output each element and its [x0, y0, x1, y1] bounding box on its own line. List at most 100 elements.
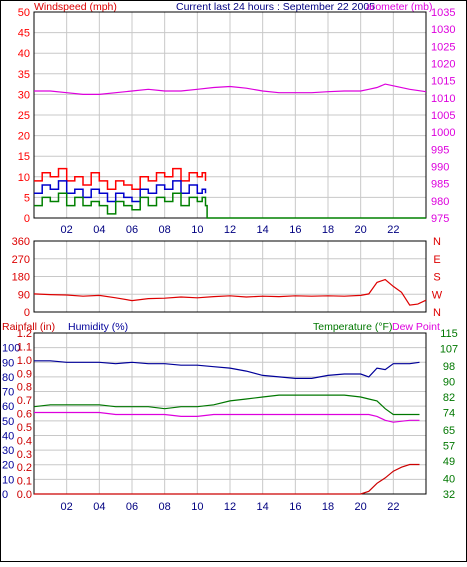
- time-tick-label: 02: [61, 501, 73, 513]
- direction-tick-label: 360: [12, 236, 30, 248]
- rainfall-tick-label: 1.0: [17, 355, 32, 367]
- windspeed-tick-label: 30: [18, 89, 30, 101]
- barometer-tick-label: 1010: [431, 93, 455, 105]
- time-tick-label: 14: [257, 224, 269, 236]
- temperature-tick-label: 98: [443, 361, 455, 373]
- windspeed-tick-label: 40: [18, 48, 30, 60]
- rainfall-label: Rainfall (in): [2, 321, 55, 333]
- barometer-tick-label: 1020: [431, 59, 455, 71]
- barometer-tick-label: 1000: [431, 127, 455, 139]
- time-tick-label: 20: [355, 224, 367, 236]
- time-tick-label: 06: [126, 224, 138, 236]
- barometer-tick-label: 980: [431, 196, 449, 208]
- direction-plot-frame: [33, 240, 427, 313]
- windspeed-tick-label: 20: [18, 131, 30, 143]
- barometer-tick-label: 985: [431, 179, 449, 191]
- dewpoint-line: [34, 411, 420, 423]
- compass-tick-label: E: [433, 254, 440, 266]
- time-tick-label: 18: [322, 501, 334, 513]
- rainfall-tick-label: 0.7: [17, 395, 32, 407]
- time-tick-label: 10: [191, 501, 203, 513]
- rainfall-tick-label: 1.1: [17, 341, 32, 353]
- temperature-tick-label: 49: [443, 456, 455, 468]
- time-tick-label: 12: [224, 501, 236, 513]
- rainfall-tick-label: 1.2: [17, 328, 32, 340]
- time-tick-label: 22: [387, 224, 399, 236]
- windspeed-axis-title: Windspeed (mph): [34, 1, 117, 13]
- humidity-tick-label: 100: [2, 343, 20, 355]
- barometer-tick-label: 990: [431, 162, 449, 174]
- windspeed-tick-label: 0: [24, 213, 30, 225]
- rainfall-tick-label: 0.4: [17, 435, 32, 447]
- dewpoint-label: Dew Point: [392, 321, 440, 333]
- period-title: Current last 24 hours : September 22 200…: [176, 1, 375, 13]
- direction-tick-label: 180: [12, 272, 30, 284]
- time-tick-label: 20: [355, 501, 367, 513]
- windspeed-tick-label: 10: [18, 172, 30, 184]
- time-tick-label: 04: [93, 501, 105, 513]
- compass-tick-label: N: [433, 307, 441, 319]
- time-tick-label: 08: [159, 224, 171, 236]
- barometer-axis-title: arometer (mb): [366, 1, 433, 13]
- humidity-tick-label: 70: [2, 387, 14, 399]
- humidity-tick-label: 50: [2, 416, 14, 428]
- barometer-tick-label: 1035: [431, 7, 455, 19]
- time-tick-label: 16: [289, 224, 301, 236]
- direction-tick-label: 90: [18, 289, 30, 301]
- temperature-tick-label: 32: [443, 489, 455, 501]
- compass-tick-label: N: [433, 236, 441, 248]
- humidity-tick-label: 10: [2, 474, 14, 486]
- rainfall-line: [34, 463, 420, 495]
- temperature-label: Temperature (°F): [313, 321, 392, 333]
- rainfall-tick-label: 0.5: [17, 422, 32, 434]
- rainfall-tick-label: 0.8: [17, 382, 32, 394]
- rainfall-tick-label: 0.2: [17, 462, 32, 474]
- temperature-tick-label: 74: [443, 408, 455, 420]
- rainfall-tick-label: 0.0: [17, 489, 32, 501]
- windspeed-tick-label: 50: [18, 7, 30, 19]
- barometer-tick-label: 1030: [431, 24, 455, 36]
- humidity-tick-label: 40: [2, 430, 14, 442]
- time-tick-label: 08: [159, 501, 171, 513]
- rainfall-tick-label: 0.9: [17, 368, 32, 380]
- time-tick-label: 04: [93, 224, 105, 236]
- temperature-tick-label: 40: [443, 473, 455, 485]
- wind-direction-line: [33, 278, 427, 306]
- temperature-tick-label: 90: [443, 376, 455, 388]
- windspeed-tick-label: 45: [18, 28, 30, 40]
- humidity-label: Humidity (%): [68, 321, 128, 333]
- windspeed-barometer-panel: 0510152025303540455097598098599099510001…: [18, 7, 456, 236]
- barometer-line: [34, 83, 427, 95]
- compass-tick-label: W: [432, 289, 443, 301]
- rainfall-tick-label: 0.1: [17, 476, 32, 488]
- time-tick-label: 14: [257, 501, 269, 513]
- temperature-tick-label: 115: [440, 328, 458, 340]
- windspeed-gust-line: [34, 167, 207, 190]
- direction-tick-label: 270: [12, 254, 30, 266]
- time-tick-label: 10: [191, 224, 203, 236]
- windspeed-tick-label: 5: [24, 192, 30, 204]
- humidity-tick-label: 80: [2, 372, 14, 384]
- time-tick-label: 06: [126, 501, 138, 513]
- humidity-tick-label: 30: [2, 445, 14, 457]
- rainfall-tick-label: 0.6: [17, 409, 32, 421]
- time-tick-label: 12: [224, 224, 236, 236]
- time-tick-label: 22: [387, 501, 399, 513]
- humidity-tick-label: 90: [2, 357, 14, 369]
- humidity-tick-label: 20: [2, 460, 14, 472]
- rain-humidity-temperature-panel: 0 10 20 30 40 50 60 70 80 90 100 0.00.1 0.20.3 0.40.5…: [2, 328, 458, 513]
- windspeed-low-line: [34, 192, 426, 219]
- barometer-tick-label: 995: [431, 144, 449, 156]
- temperature-tick-label: 107: [440, 344, 458, 356]
- barometer-tick-label: 975: [431, 213, 449, 225]
- compass-tick-label: S: [433, 272, 440, 284]
- temperature-tick-label: 57: [443, 441, 455, 453]
- windspeed-tick-label: 15: [18, 151, 30, 163]
- windspeed-average-line: [34, 180, 207, 203]
- direction-tick-label: 0: [24, 307, 30, 319]
- time-tick-label: 02: [61, 224, 73, 236]
- temperature-line: [33, 394, 420, 416]
